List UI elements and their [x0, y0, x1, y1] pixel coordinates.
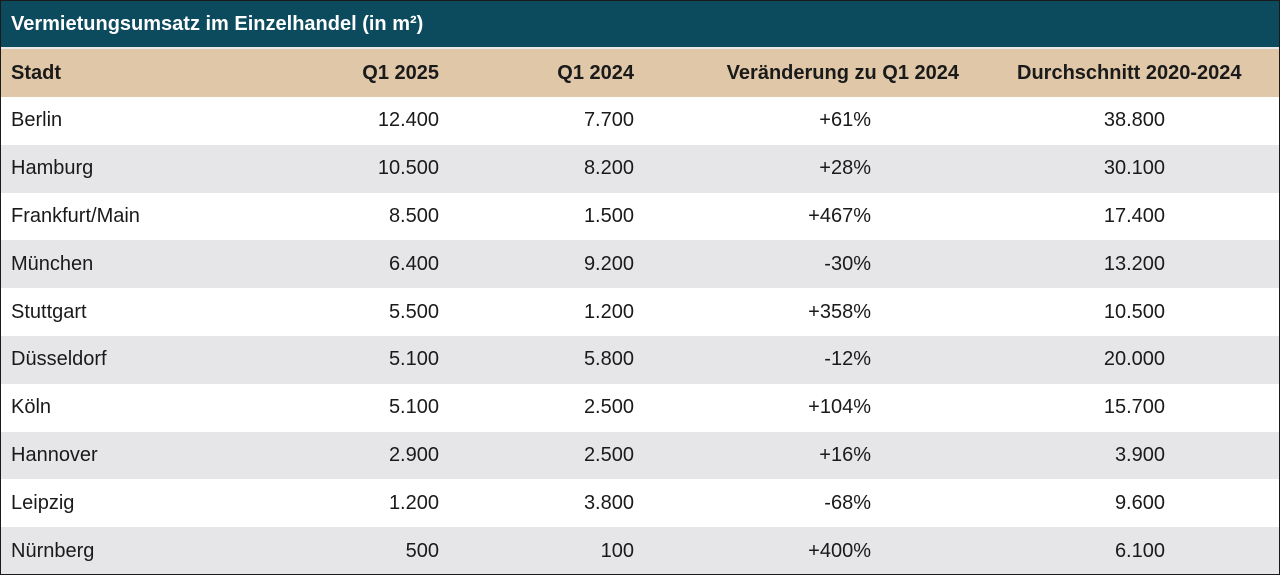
cell-durchschnitt: 6.100 [1114, 539, 1165, 562]
cell-stadt: München [11, 252, 94, 275]
cell-veraenderung: +28% [819, 157, 871, 180]
cell-q1-2024: 100 [600, 539, 634, 562]
header-q1-2025: Q1 2025 [362, 61, 439, 84]
header-stadt: Stadt [11, 61, 61, 84]
table-row: Hannover 2.900 2.500 +16% 3.900 [1, 431, 1279, 480]
table-row: Düsseldorf 5.100 5.800 -12% 20.000 [1, 335, 1279, 384]
cell-stadt: Stuttgart [11, 300, 87, 323]
cell-q1-2025: 5.500 [388, 300, 439, 323]
cell-durchschnitt: 30.100 [1103, 157, 1165, 180]
cell-q1-2025: 5.100 [388, 396, 439, 419]
table-row: Leipzig 1.200 3.800 -68% 9.600 [1, 479, 1279, 528]
cell-stadt: Düsseldorf [11, 348, 107, 371]
header-durchschnitt: Durchschnitt 2020-2024 [1017, 61, 1242, 84]
cell-stadt: Leipzig [11, 491, 75, 514]
cell-durchschnitt: 13.200 [1103, 252, 1165, 275]
cell-durchschnitt: 15.700 [1103, 396, 1165, 419]
cell-q1-2024: 1.500 [583, 204, 634, 227]
cell-q1-2025: 8.500 [388, 204, 439, 227]
cell-veraenderung: -68% [824, 491, 871, 514]
table-row: Nürnberg 500 100 +400% 6.100 [1, 527, 1279, 574]
cell-q1-2024: 2.500 [583, 396, 634, 419]
cell-q1-2024: 2.500 [583, 443, 634, 466]
cell-stadt: Frankfurt/Main [11, 204, 140, 227]
cell-q1-2025: 6.400 [388, 252, 439, 275]
cell-stadt: Nürnberg [11, 539, 95, 562]
cell-veraenderung: -12% [824, 348, 871, 371]
cell-durchschnitt: 10.500 [1103, 300, 1165, 323]
cell-q1-2025: 5.100 [388, 348, 439, 371]
cell-durchschnitt: 9.600 [1114, 491, 1165, 514]
cell-stadt: Hannover [11, 443, 98, 466]
cell-q1-2024: 9.200 [583, 252, 634, 275]
header-row: Stadt Q1 2025 Q1 2024 Veränderung zu Q1 … [1, 49, 1279, 97]
cell-veraenderung: +104% [808, 396, 871, 419]
cell-veraenderung: +400% [808, 539, 871, 562]
cell-stadt: Köln [11, 396, 52, 419]
cell-q1-2024: 1.200 [583, 300, 634, 323]
cell-durchschnitt: 20.000 [1103, 348, 1165, 371]
cell-veraenderung: +358% [808, 300, 871, 323]
cell-q1-2025: 2.900 [388, 443, 439, 466]
cell-stadt: Hamburg [11, 157, 94, 180]
cell-veraenderung: +61% [819, 109, 871, 132]
cell-veraenderung: +16% [819, 443, 871, 466]
table-row: Berlin 12.400 7.700 +61% 38.800 [1, 97, 1279, 145]
cell-q1-2024: 8.200 [583, 157, 634, 180]
cell-q1-2024: 7.700 [583, 109, 634, 132]
cell-veraenderung: -30% [824, 252, 871, 275]
table-body: Berlin 12.400 7.700 +61% 38.800 Hamburg 10.500… [1, 97, 1279, 574]
header-veraenderung: Veränderung zu Q1 2024 [726, 61, 959, 84]
table-row: Hamburg 10.500 8.200 +28% 30.100 [1, 144, 1279, 193]
cell-q1-2025: 500 [405, 539, 439, 562]
cell-q1-2025: 1.200 [388, 491, 439, 514]
table-row: Frankfurt/Main 8.500 1.500 +467% 17.400 [1, 192, 1279, 241]
table-row: München 6.400 9.200 -30% 13.200 [1, 240, 1279, 289]
table-row: Köln 5.100 2.500 +104% 15.700 [1, 383, 1279, 432]
header-q1-2024: Q1 2024 [557, 61, 634, 84]
cell-q1-2024: 5.800 [583, 348, 634, 371]
cell-durchschnitt: 3.900 [1114, 443, 1165, 466]
cell-q1-2024: 3.800 [583, 491, 634, 514]
table-title: Vermietungsumsatz im Einzelhandel (in m²… [1, 1, 1279, 49]
cell-q1-2025: 10.500 [377, 157, 439, 180]
table-row: Stuttgart 5.500 1.200 +358% 10.500 [1, 288, 1279, 336]
cell-durchschnitt: 38.800 [1103, 109, 1165, 132]
data-table: Stadt Q1 2025 Q1 2024 Veränderung zu Q1 … [1, 49, 1279, 574]
cell-q1-2025: 12.400 [377, 109, 439, 132]
cell-durchschnitt: 17.400 [1103, 204, 1165, 227]
cell-stadt: Berlin [11, 109, 63, 132]
cell-veraenderung: +467% [808, 204, 871, 227]
